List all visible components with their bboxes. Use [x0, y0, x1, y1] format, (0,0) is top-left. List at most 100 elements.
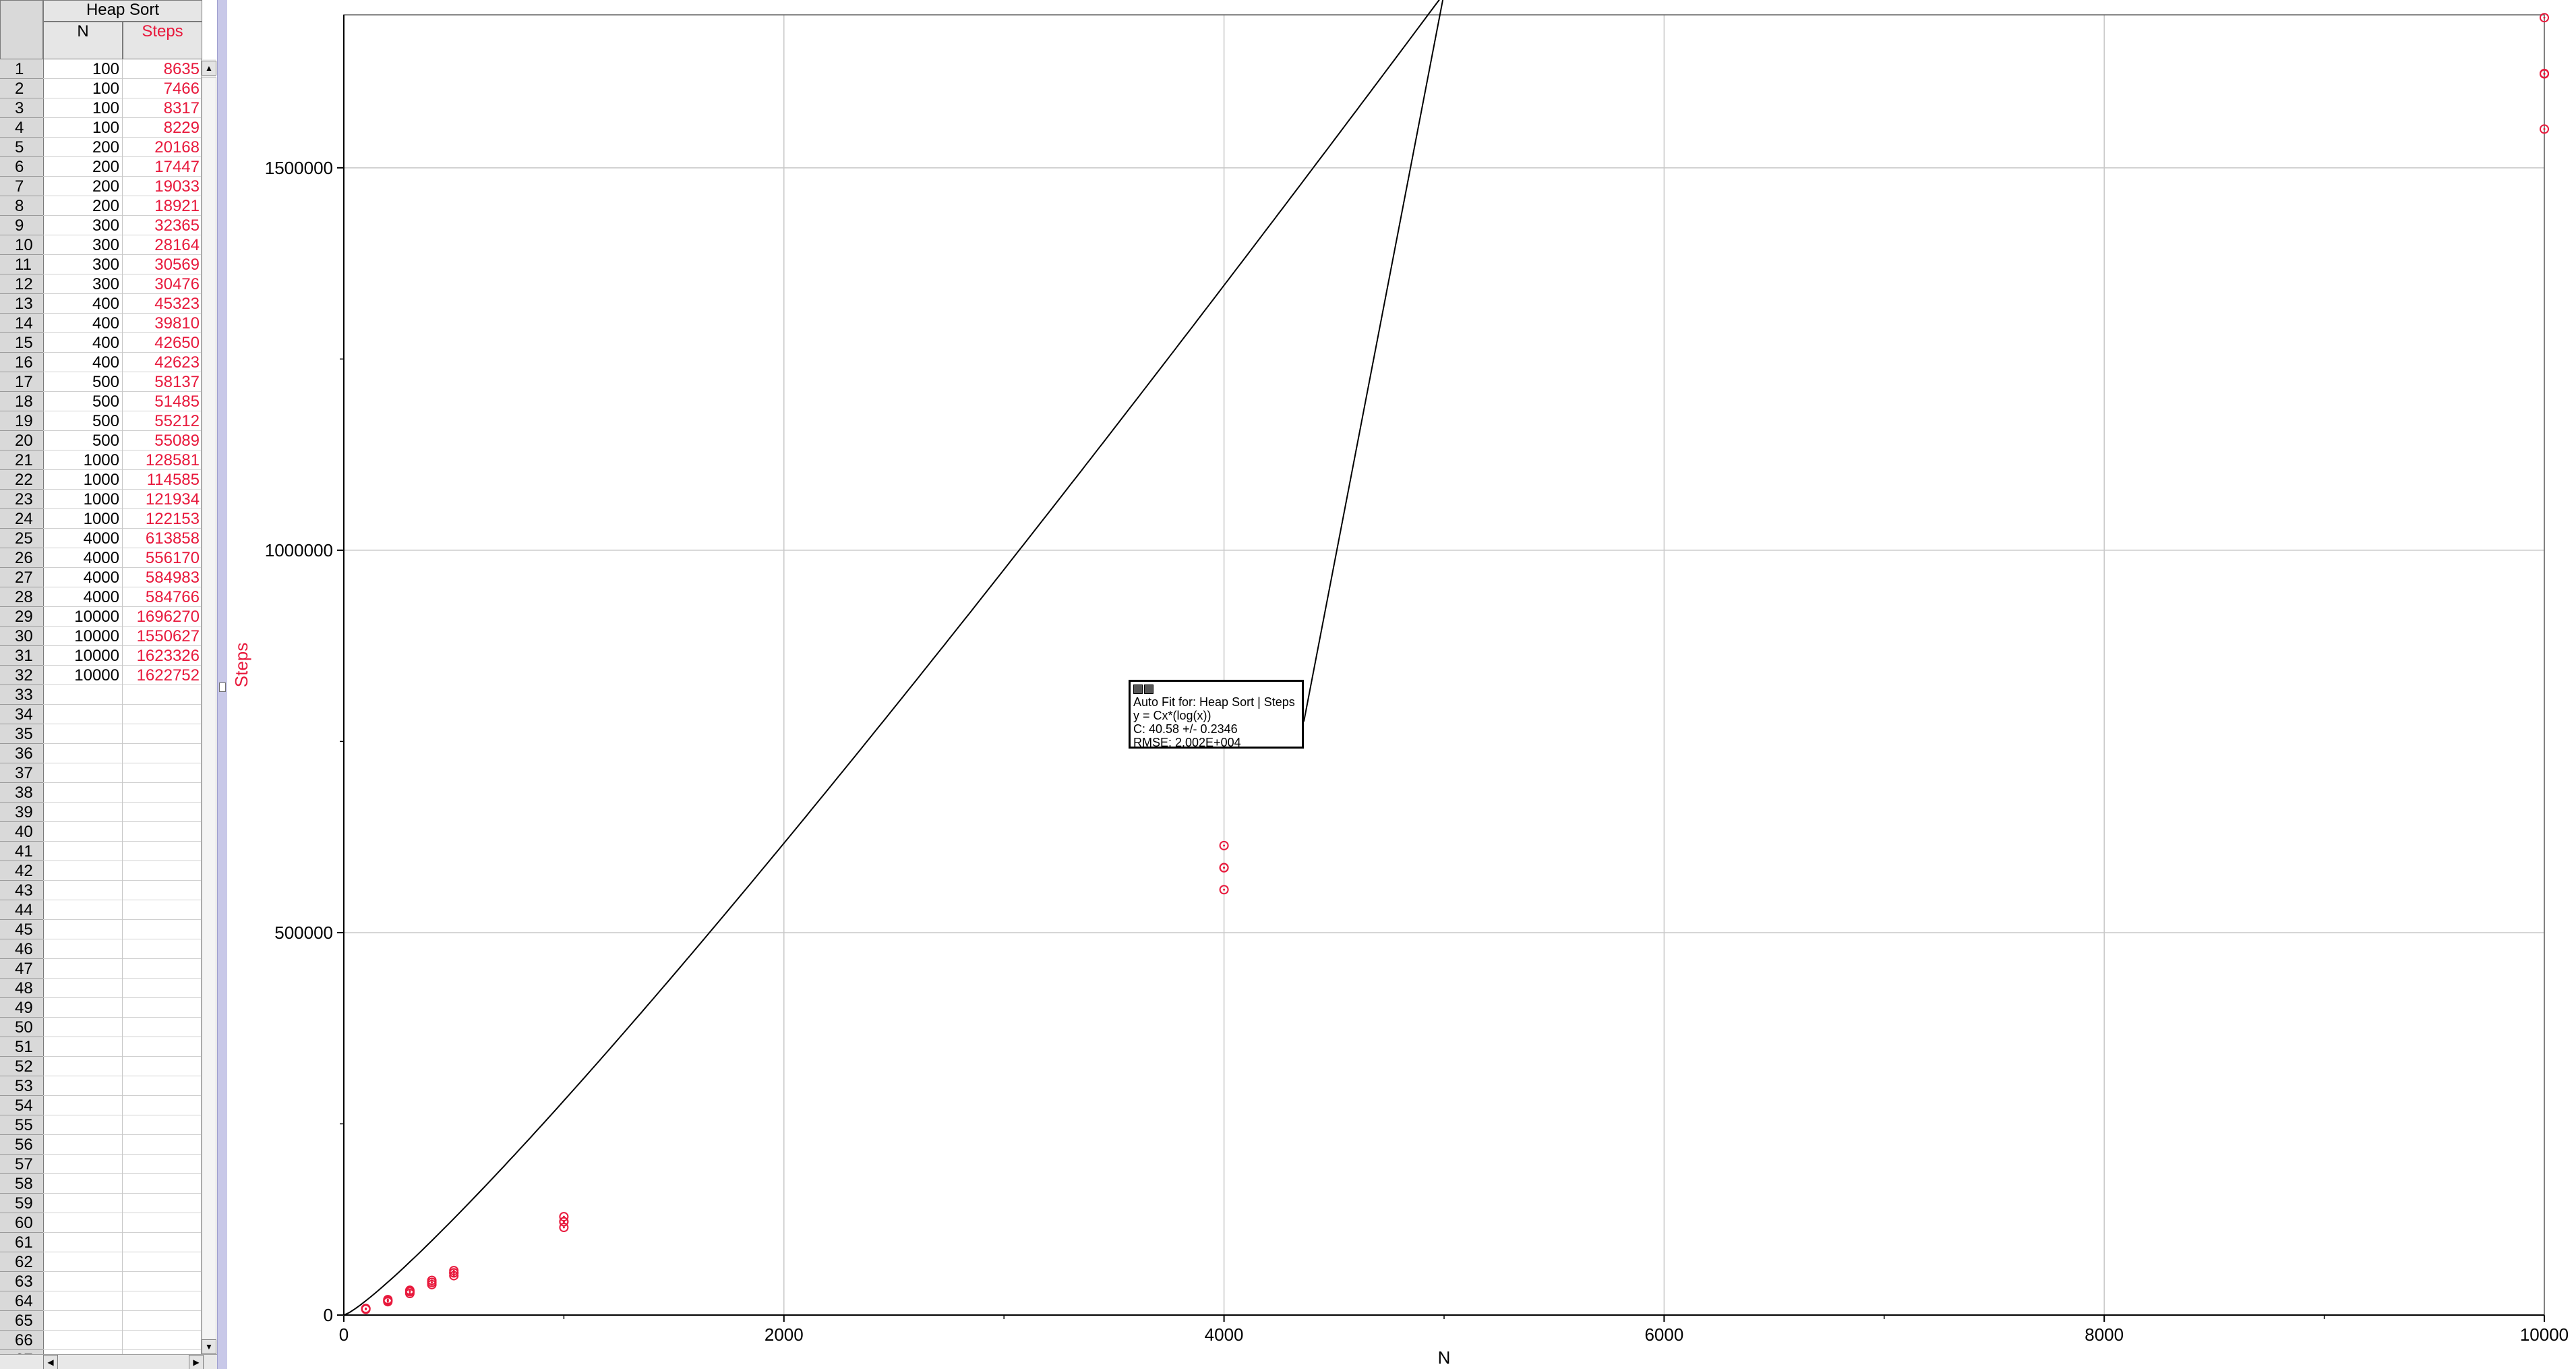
- cell-n[interactable]: [43, 861, 123, 881]
- table-row[interactable]: 42: [0, 861, 202, 881]
- scroll-thumb[interactable]: [202, 77, 216, 1345]
- cell-n[interactable]: [43, 1096, 123, 1115]
- cell-steps[interactable]: [123, 1252, 202, 1272]
- table-row[interactable]: 9 300 32365: [0, 216, 202, 235]
- cell-n[interactable]: [43, 939, 123, 959]
- table-row[interactable]: 6 200 17447: [0, 157, 202, 177]
- cell-n[interactable]: [43, 998, 123, 1018]
- row-number[interactable]: 20: [0, 431, 43, 450]
- table-row[interactable]: 35: [0, 724, 202, 744]
- row-number[interactable]: 7: [0, 177, 43, 196]
- cell-steps[interactable]: [123, 1096, 202, 1115]
- cell-steps[interactable]: 30476: [154, 275, 200, 293]
- table-row[interactable]: 38: [0, 783, 202, 803]
- cell-steps[interactable]: [123, 842, 202, 861]
- cell-steps[interactable]: 32365: [154, 216, 200, 235]
- cell-steps[interactable]: [123, 1057, 202, 1076]
- cell-steps[interactable]: 114585: [146, 471, 200, 489]
- cell-steps[interactable]: 1622752: [136, 666, 200, 684]
- table-row[interactable]: 14 400 39810: [0, 314, 202, 333]
- cell-n[interactable]: [43, 1155, 123, 1174]
- cell-n[interactable]: 1000: [43, 450, 123, 470]
- cell-steps[interactable]: [123, 1076, 202, 1096]
- row-number[interactable]: 24: [0, 509, 43, 529]
- cell-steps[interactable]: [123, 803, 202, 822]
- row-number[interactable]: 10: [0, 235, 43, 255]
- row-number[interactable]: 34: [0, 705, 43, 724]
- table-row[interactable]: 44: [0, 900, 202, 920]
- row-number[interactable]: 9: [0, 216, 43, 235]
- table-row[interactable]: 37: [0, 763, 202, 783]
- row-number[interactable]: 35: [0, 724, 43, 744]
- cell-steps[interactable]: [123, 1174, 202, 1194]
- cell-steps[interactable]: [123, 998, 202, 1018]
- scroll-right-button[interactable]: ▶: [189, 1355, 204, 1369]
- table-row[interactable]: 53: [0, 1076, 202, 1096]
- table-row[interactable]: 4 100 8229: [0, 118, 202, 138]
- cell-steps[interactable]: [123, 1135, 202, 1155]
- cell-n[interactable]: [43, 1076, 123, 1096]
- cell-steps[interactable]: 18921: [154, 197, 200, 215]
- row-number[interactable]: 48: [0, 979, 43, 998]
- row-number[interactable]: 37: [0, 763, 43, 783]
- table-row[interactable]: 63: [0, 1272, 202, 1291]
- table-row[interactable]: 26 4000 556170: [0, 548, 202, 568]
- close-icon[interactable]: [1144, 684, 1154, 694]
- cell-n[interactable]: [43, 1194, 123, 1213]
- cell-steps[interactable]: 30569: [154, 256, 200, 274]
- row-number[interactable]: 18: [0, 392, 43, 411]
- scroll-down-button[interactable]: ▼: [202, 1339, 216, 1354]
- cell-steps[interactable]: 42623: [154, 353, 200, 372]
- table-row[interactable]: 36: [0, 744, 202, 763]
- cell-n[interactable]: [43, 803, 123, 822]
- table-row[interactable]: 48: [0, 979, 202, 998]
- table-row[interactable]: 50: [0, 1018, 202, 1037]
- table-row[interactable]: 45: [0, 920, 202, 939]
- cell-n[interactable]: 500: [43, 431, 123, 450]
- cell-n[interactable]: [43, 1233, 123, 1252]
- row-number[interactable]: 8: [0, 196, 43, 216]
- row-number[interactable]: 55: [0, 1115, 43, 1135]
- table-row[interactable]: 23 1000 121934: [0, 490, 202, 509]
- table-row[interactable]: 7 200 19033: [0, 177, 202, 196]
- table-row[interactable]: 59: [0, 1194, 202, 1213]
- row-number[interactable]: 15: [0, 333, 43, 353]
- table-row[interactable]: 33: [0, 685, 202, 705]
- row-number[interactable]: 4: [0, 118, 43, 138]
- row-number[interactable]: 42: [0, 861, 43, 881]
- cell-n[interactable]: [43, 724, 123, 744]
- row-number[interactable]: 29: [0, 607, 43, 627]
- cell-n[interactable]: 4000: [43, 587, 123, 607]
- cell-steps[interactable]: [123, 724, 202, 744]
- row-number[interactable]: 64: [0, 1291, 43, 1311]
- table-row[interactable]: 30 10000 1550627: [0, 627, 202, 646]
- row-number[interactable]: 32: [0, 666, 43, 685]
- cell-steps[interactable]: [123, 1233, 202, 1252]
- row-number[interactable]: 53: [0, 1076, 43, 1096]
- row-number[interactable]: 52: [0, 1057, 43, 1076]
- row-number[interactable]: 3: [0, 98, 43, 118]
- table-row[interactable]: 16 400 42623: [0, 353, 202, 372]
- cell-steps[interactable]: [123, 1213, 202, 1233]
- row-number[interactable]: 46: [0, 939, 43, 959]
- scroll-left-button[interactable]: ◀: [43, 1355, 58, 1369]
- cell-n[interactable]: [43, 783, 123, 803]
- cell-n[interactable]: 200: [43, 177, 123, 196]
- cell-n[interactable]: [43, 900, 123, 920]
- table-row[interactable]: 31 10000 1623326: [0, 646, 202, 666]
- cell-steps[interactable]: 42650: [154, 334, 200, 352]
- cell-n[interactable]: [43, 1018, 123, 1037]
- cell-n[interactable]: 4000: [43, 529, 123, 548]
- cell-n[interactable]: [43, 705, 123, 724]
- cell-n[interactable]: [43, 822, 123, 842]
- row-number[interactable]: 28: [0, 587, 43, 607]
- data-table[interactable]: Heap Sort N Steps 1 100 8635 2 100 7466 3 100 83…: [0, 0, 218, 1369]
- options-icon[interactable]: [1133, 684, 1143, 694]
- cell-n[interactable]: 4000: [43, 568, 123, 587]
- row-number[interactable]: 51: [0, 1037, 43, 1057]
- table-row[interactable]: 54: [0, 1096, 202, 1115]
- cell-steps[interactable]: 121934: [145, 490, 200, 508]
- cell-n[interactable]: [43, 1252, 123, 1272]
- cell-n[interactable]: 300: [43, 274, 123, 294]
- cell-n[interactable]: [43, 1331, 123, 1350]
